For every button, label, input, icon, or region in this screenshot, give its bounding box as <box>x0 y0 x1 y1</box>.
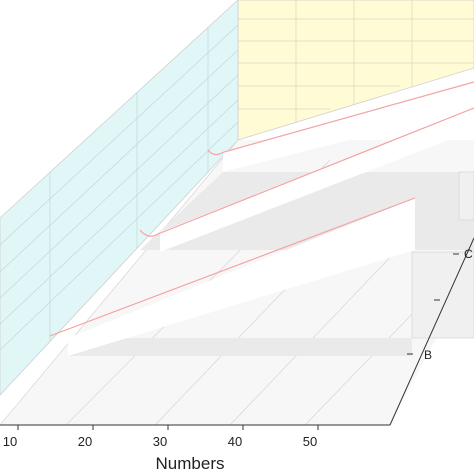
x-axis-title: Numbers <box>156 454 225 473</box>
x-tick-label: 50 <box>303 434 317 449</box>
depth-axis: B C <box>389 237 474 426</box>
series-line-1 <box>207 81 474 156</box>
series-line-3 <box>49 197 416 337</box>
x-tick-label: 30 <box>153 434 167 449</box>
series-ribbons <box>68 82 474 356</box>
side-wall-grid <box>0 24 239 351</box>
floor-slab-walls <box>411 171 474 339</box>
back-wall-grid <box>238 0 474 122</box>
x-axis: 10 20 30 40 50 <box>0 424 390 449</box>
category-label-c: C <box>464 247 473 261</box>
x-tick-label: 10 <box>3 434 17 449</box>
x-tick-label: 40 <box>228 434 242 449</box>
category-label-b: B <box>424 348 432 362</box>
series-line-2 <box>139 107 474 237</box>
x-tick-label: 20 <box>78 434 92 449</box>
series-lines <box>49 81 474 337</box>
